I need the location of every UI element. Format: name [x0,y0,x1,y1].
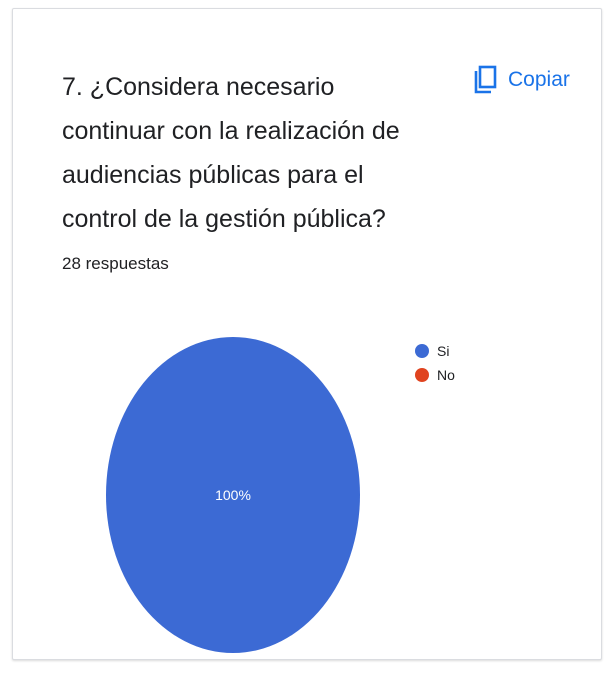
response-count: 28 respuestas [62,254,169,273]
pie-data-label: 100% [215,487,251,503]
copy-label: Copiar [508,68,570,91]
question-title: 7. ¿Considera necesario continuar con la… [62,73,400,233]
copy-button[interactable]: Copiar [472,65,570,95]
legend-label: Si [437,343,450,359]
legend-item-no[interactable]: No [415,363,455,387]
legend-marker [415,368,429,382]
copy-icon [472,65,498,95]
chart-legend: Si No [415,339,455,387]
legend-item-si[interactable]: Si [415,339,455,363]
legend-marker [415,344,429,358]
pie-slice-si [106,337,360,653]
legend-label: No [437,367,455,383]
